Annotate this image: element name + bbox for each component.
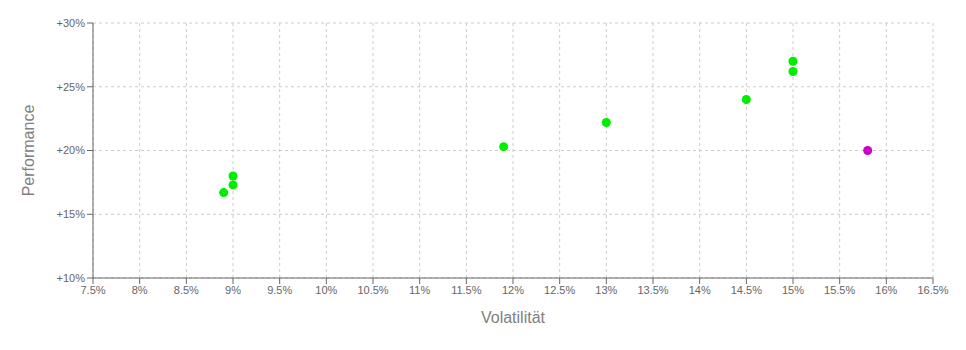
svg-text:+15%: +15% xyxy=(57,208,86,220)
svg-text:+20%: +20% xyxy=(57,144,86,156)
svg-text:11.5%: 11.5% xyxy=(451,284,482,296)
svg-text:14%: 14% xyxy=(689,284,711,296)
svg-text:Volatilität: Volatilität xyxy=(481,309,546,326)
svg-text:15.5%: 15.5% xyxy=(824,284,855,296)
svg-text:12%: 12% xyxy=(502,284,524,296)
svg-text:+25%: +25% xyxy=(57,81,86,93)
svg-text:16%: 16% xyxy=(875,284,897,296)
svg-text:+30%: +30% xyxy=(57,17,86,29)
svg-text:11%: 11% xyxy=(409,284,430,296)
svg-text:+10%: +10% xyxy=(57,272,86,284)
svg-text:10.5%: 10.5% xyxy=(357,284,388,296)
svg-text:8%: 8% xyxy=(132,284,148,296)
svg-text:9.5%: 9.5% xyxy=(267,284,292,296)
svg-text:10%: 10% xyxy=(315,284,337,296)
svg-text:Performance: Performance xyxy=(20,105,37,197)
svg-text:12.5%: 12.5% xyxy=(544,284,575,296)
svg-text:8.5%: 8.5% xyxy=(174,284,199,296)
svg-text:16.5%: 16.5% xyxy=(917,284,948,296)
svg-text:13%: 13% xyxy=(595,284,617,296)
svg-text:15%: 15% xyxy=(782,284,804,296)
svg-text:7.5%: 7.5% xyxy=(80,284,105,296)
svg-text:9%: 9% xyxy=(225,284,241,296)
svg-text:13.5%: 13.5% xyxy=(637,284,668,296)
svg-text:14.5%: 14.5% xyxy=(731,284,762,296)
